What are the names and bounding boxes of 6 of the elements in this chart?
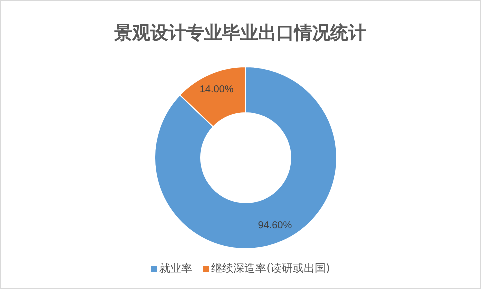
legend-label: 继续深造率(读研或出国) [212, 261, 330, 276]
data-label: 94.60% [258, 220, 292, 232]
legend-label: 就业率 [160, 261, 193, 276]
chart-title: 景观设计专业毕业出口情况统计 [114, 22, 368, 45]
donut-slice [154, 66, 338, 250]
data-label: 14.00% [200, 84, 234, 96]
